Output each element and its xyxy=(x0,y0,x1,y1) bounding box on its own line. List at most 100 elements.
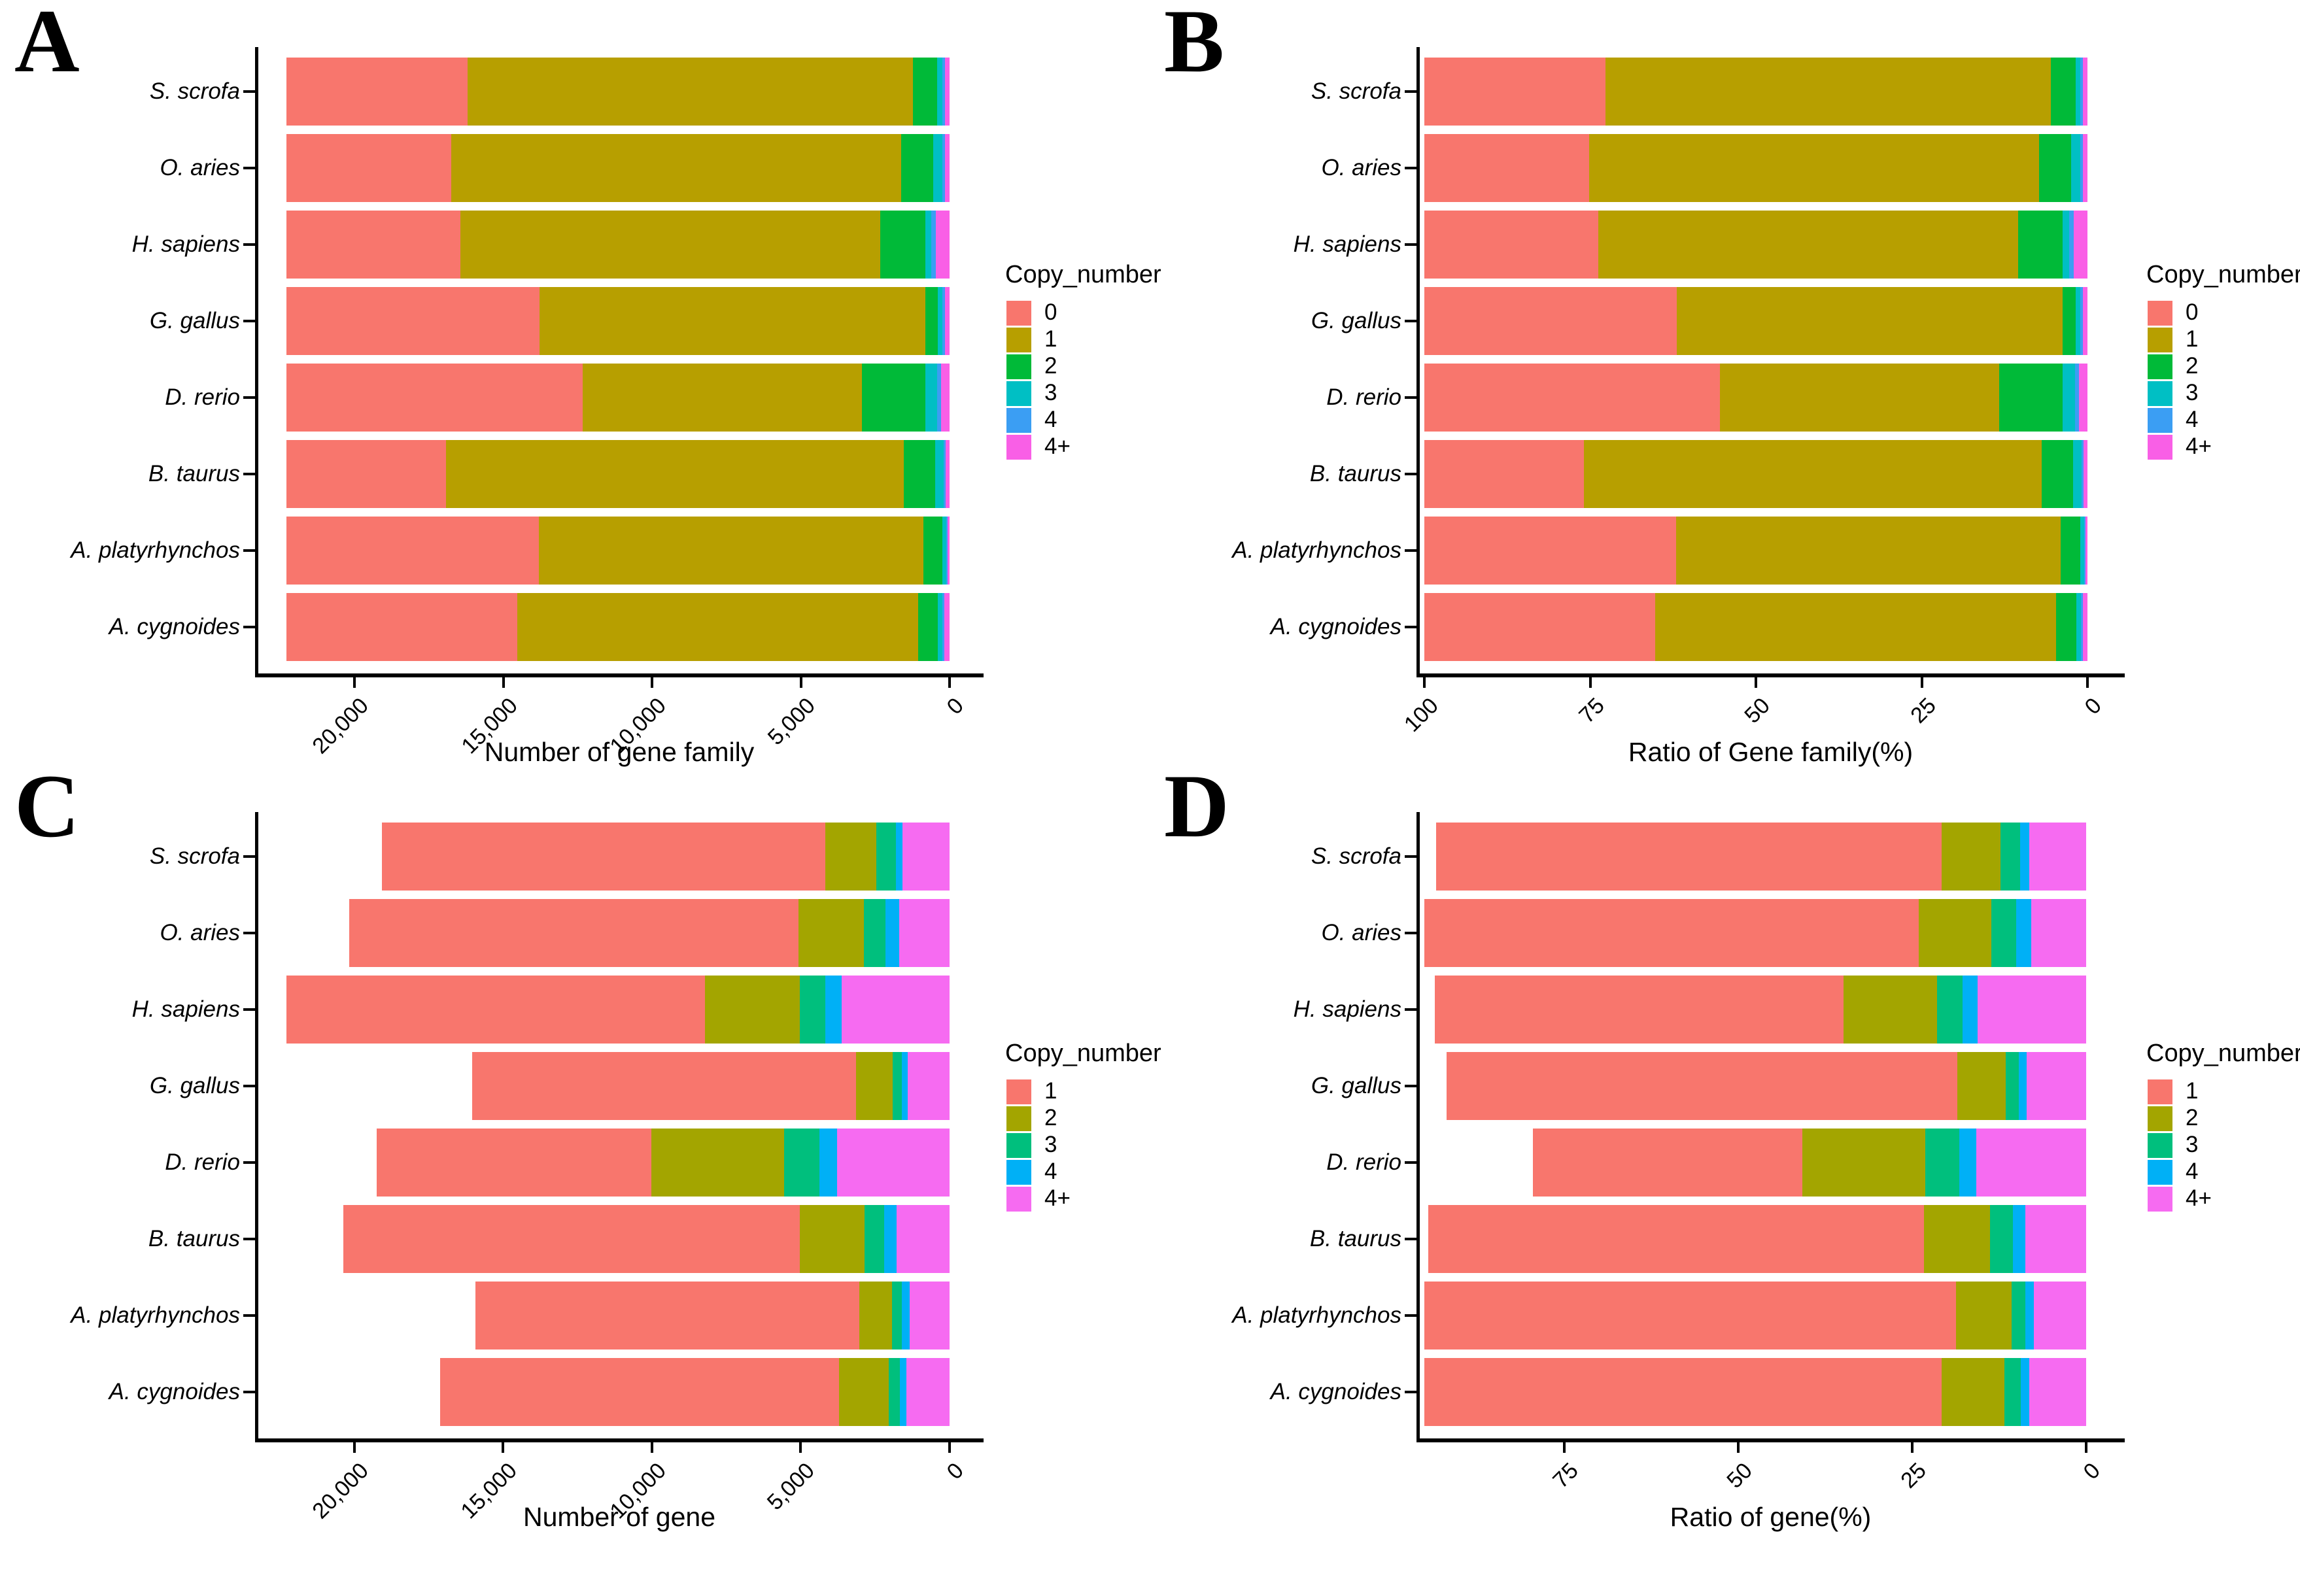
species-label: G. gallus xyxy=(1311,1073,1401,1098)
species-label: O. aries xyxy=(1321,155,1401,180)
y-tick-mark xyxy=(1405,167,1416,169)
y-tick-mark xyxy=(243,626,255,628)
panel-letter-a: A xyxy=(14,0,80,91)
y-tick-mark xyxy=(1405,626,1416,628)
panel-b: B S. scrofa O. aries H. sapiens G. gallus D. … xyxy=(1150,0,2300,767)
segment-copy-3 xyxy=(876,823,896,891)
bar-row xyxy=(1424,593,2087,661)
segment-copy-0 xyxy=(1424,211,1598,279)
segment-copy-2 xyxy=(859,1282,893,1350)
segment-copy-3 xyxy=(935,440,944,508)
figure-gene-family-copy-number: A S. scrofa O. aries H. sapiens G. gallus D. … xyxy=(14,0,2300,1532)
bar-row xyxy=(475,1282,950,1350)
legend-swatch-copy-2 xyxy=(2148,354,2172,379)
legend-swatch-copy-1 xyxy=(2148,328,2172,352)
segment-copy-2 xyxy=(1941,1358,2005,1426)
segment-copy-4 xyxy=(884,1205,897,1273)
bar-row xyxy=(349,899,950,967)
segment-copy-4+ xyxy=(2082,58,2087,126)
y-tick-mark xyxy=(243,396,255,399)
segment-copy-0 xyxy=(286,134,452,202)
species-label: S. scrofa xyxy=(149,843,240,869)
segment-copy-1 xyxy=(1436,823,1942,891)
y-axis-line xyxy=(255,47,258,677)
x-tick-mark xyxy=(502,1442,505,1453)
segment-copy-3 xyxy=(800,976,826,1044)
species-label: D. rerio xyxy=(1326,384,1401,410)
bar-row xyxy=(343,1205,950,1273)
legend-label-copy-0: 0 xyxy=(2186,299,2199,325)
y-tick-mark xyxy=(243,1085,255,1087)
segment-copy-2 xyxy=(913,58,938,126)
segment-copy-3 xyxy=(1937,976,1963,1044)
segment-copy-2 xyxy=(1843,976,1938,1044)
segment-copy-2 xyxy=(1941,823,2001,891)
species-label: A. cygnoides xyxy=(1270,614,1401,639)
legend-label-copy-0: 0 xyxy=(1044,299,1057,325)
x-tick-mark xyxy=(1562,1442,1566,1453)
segment-copy-4+ xyxy=(944,58,950,126)
segment-copy-4+ xyxy=(906,1358,950,1426)
bar-row xyxy=(286,134,950,202)
segment-copy-4 xyxy=(2016,899,2031,967)
segment-copy-4 xyxy=(2080,58,2083,126)
species-label: A. platyrhynchos xyxy=(71,537,240,563)
bar-row xyxy=(286,364,950,432)
panel-letter-c: C xyxy=(14,756,80,856)
segment-copy-2 xyxy=(838,1358,889,1426)
segment-copy-4 xyxy=(902,1282,910,1350)
segment-copy-4 xyxy=(2080,134,2083,202)
segment-copy-2 xyxy=(798,899,864,967)
segment-copy-3 xyxy=(2075,58,2080,126)
x-axis-title: Ratio of Gene family(%) xyxy=(1628,737,1914,767)
y-tick-mark xyxy=(1405,1008,1416,1011)
bar-row xyxy=(286,287,950,355)
segment-copy-4 xyxy=(942,593,944,661)
legend-swatch-copy-1 xyxy=(1006,1079,1031,1104)
legend-swatch-copy-0 xyxy=(1006,301,1031,326)
species-label: D. rerio xyxy=(1326,1149,1401,1175)
legend-swatch-copy-4+ xyxy=(2148,435,2172,460)
segment-copy-4+ xyxy=(899,899,950,967)
bar-row xyxy=(1424,899,2086,967)
legend-label-copy-3: 3 xyxy=(2186,1131,2199,1157)
segment-copy-3 xyxy=(863,899,886,967)
species-label: B. taurus xyxy=(1309,1226,1401,1251)
species-label: G. gallus xyxy=(149,1073,240,1098)
bar-row xyxy=(440,1358,950,1426)
legend-swatch-copy-1 xyxy=(1006,328,1031,352)
legend-label-copy-1: 1 xyxy=(1044,1078,1057,1104)
bar-row xyxy=(1424,1358,2086,1426)
bar-row xyxy=(1424,211,2087,279)
segment-copy-4 xyxy=(946,517,948,585)
segment-copy-4 xyxy=(1959,1129,1976,1197)
segment-copy-2 xyxy=(904,440,935,508)
segment-copy-3 xyxy=(2076,593,2081,661)
segment-copy-4 xyxy=(943,440,946,508)
y-tick-mark xyxy=(243,1314,255,1317)
y-tick-mark xyxy=(1405,1391,1416,1393)
segment-copy-1 xyxy=(1605,58,2051,126)
segment-copy-4+ xyxy=(909,1282,950,1350)
segment-copy-3 xyxy=(892,1282,902,1350)
segment-copy-4+ xyxy=(907,1052,950,1120)
segment-copy-2 xyxy=(925,287,938,355)
segment-copy-4+ xyxy=(946,440,950,508)
segment-copy-4 xyxy=(2080,593,2083,661)
bar-row xyxy=(286,976,950,1044)
segment-copy-1 xyxy=(467,58,914,126)
bar-row xyxy=(1424,517,2087,585)
segment-copy-2 xyxy=(923,517,942,585)
x-tick-mark xyxy=(502,677,505,688)
legend-swatch-copy-2 xyxy=(1006,1106,1031,1131)
y-tick-mark xyxy=(1405,320,1416,322)
segment-copy-2 xyxy=(2038,134,2071,202)
legend-title: Copy_number xyxy=(2146,261,2300,288)
segment-copy-4+ xyxy=(1976,1129,2086,1197)
x-axis-line xyxy=(1416,673,2125,677)
segment-copy-4 xyxy=(2080,287,2083,355)
bar-row xyxy=(286,593,950,661)
species-label: O. aries xyxy=(1321,920,1401,945)
segment-copy-4+ xyxy=(941,364,950,432)
y-tick-mark xyxy=(243,932,255,934)
